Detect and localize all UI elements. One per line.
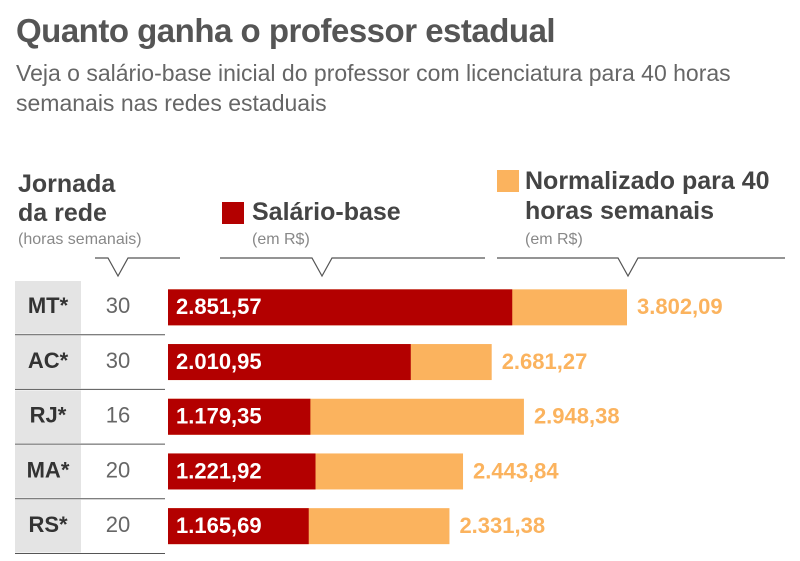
bar: [168, 289, 513, 326]
category-cell: [15, 499, 81, 553]
hours-value: 20: [106, 512, 130, 537]
value-label: 3.802,09: [637, 294, 723, 319]
bar: [168, 508, 309, 545]
bar: [168, 453, 316, 490]
title: Quanto ganha o professor estadual: [16, 12, 556, 49]
value-label: 1.179,35: [176, 404, 262, 429]
value-label: 1.165,69: [176, 513, 262, 538]
legend-swatch: [222, 202, 244, 224]
hours-unit: (horas semanais): [18, 231, 142, 248]
bar: [168, 398, 311, 435]
legend-label: Normalizado para 40 horas semanais: [525, 167, 770, 225]
hours-header: Jornada da rede: [18, 170, 116, 227]
category-label: MT*: [28, 293, 69, 318]
value-label: 2.010,95: [176, 349, 262, 374]
subtitle: Veja o salário-base inicial do professor…: [16, 60, 731, 116]
bracket: [95, 257, 180, 278]
value-label: 1.221,92: [176, 458, 262, 483]
legend-unit: (em R$): [525, 231, 583, 248]
bracket: [220, 257, 485, 278]
hours-value: 16: [106, 403, 130, 428]
value-label: 2.851,57: [176, 294, 262, 319]
category-label: RS*: [28, 512, 68, 537]
category-label: AC*: [28, 348, 69, 373]
hours-value: 30: [106, 293, 130, 318]
legend-swatch: [497, 170, 519, 192]
bracket: [497, 257, 785, 278]
legend-label: Salário-base: [252, 198, 401, 226]
value-label: 2.681,27: [502, 349, 588, 374]
value-label: 2.443,84: [473, 458, 559, 483]
hours-value: 20: [106, 457, 130, 482]
category-cell: [15, 445, 81, 498]
category-label: MA*: [27, 457, 70, 482]
category-label: RJ*: [30, 403, 67, 428]
value-label: 2.331,38: [459, 513, 545, 538]
hours-value: 30: [106, 348, 130, 373]
category-cell: [15, 281, 81, 334]
value-label: 2.948,38: [534, 404, 620, 429]
category-cell: [15, 335, 81, 389]
bar: [168, 344, 411, 381]
category-cell: [15, 390, 81, 444]
legend-unit: (em R$): [252, 231, 310, 248]
